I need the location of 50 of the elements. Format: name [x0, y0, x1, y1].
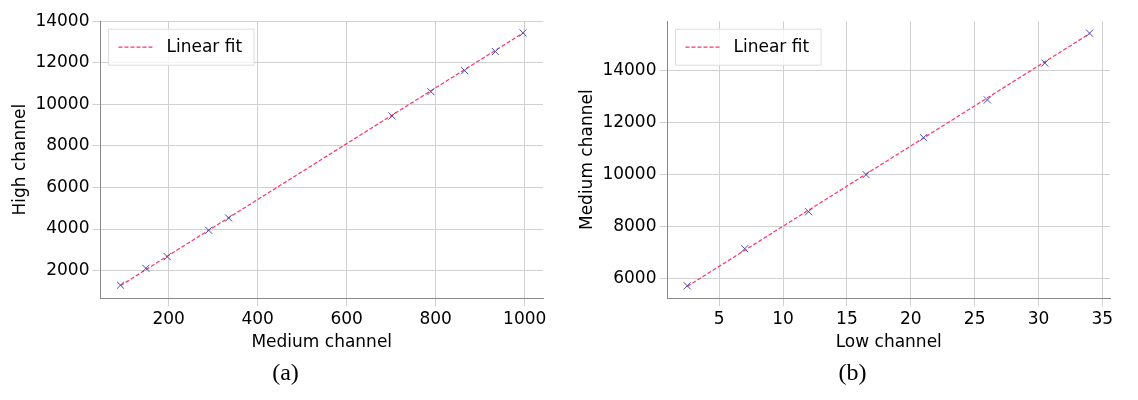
y-tick-label: 8000	[46, 134, 90, 155]
x-tick-label: 25	[963, 307, 986, 328]
x-tick-label: 200	[152, 307, 185, 328]
y-tick-label: 10000	[602, 163, 657, 184]
x-tick-label: 35	[1091, 307, 1114, 328]
x-axis-title: Medium channel	[251, 331, 393, 352]
legend-label: Linear fit	[733, 35, 810, 56]
text: (b)	[837, 359, 868, 386]
y-tick-label: 12000	[35, 51, 90, 72]
y-tick-label: 10000	[35, 92, 90, 113]
point	[388, 111, 397, 121]
point	[163, 252, 172, 261]
point	[204, 226, 213, 235]
x-axis-title: Low channel	[835, 331, 942, 352]
x-tick-label: 600	[330, 307, 363, 328]
point	[141, 264, 150, 273]
x-tick-label: 400	[241, 307, 274, 328]
legend-label: Linear fit	[166, 35, 243, 56]
x-tick-label: 800	[419, 307, 452, 328]
point	[460, 66, 469, 75]
y-tick-label: 14000	[602, 59, 657, 80]
point	[491, 47, 500, 56]
y-tick-label: 8000	[613, 215, 657, 235]
x-tick-label: 10	[772, 307, 794, 328]
y-tick-label: 4000	[46, 217, 90, 238]
x-tick-label: 15	[836, 307, 858, 328]
y-axis-title: Medium channel	[575, 89, 596, 231]
point	[1040, 59, 1049, 68]
x-tick-label: 30	[1027, 307, 1050, 328]
y-tick-label: 12000	[602, 111, 657, 132]
y-tick-label: 2000	[46, 259, 90, 280]
y-tick-label: 14000	[35, 9, 90, 30]
point	[518, 28, 527, 37]
point	[983, 95, 992, 105]
text: (a)	[271, 359, 300, 386]
y-axis-title: High channel	[8, 103, 29, 216]
point	[426, 87, 435, 96]
y-tick-label: 6000	[613, 266, 657, 287]
x-tick-label: 1000	[503, 307, 547, 328]
point	[862, 170, 871, 179]
point	[1085, 29, 1094, 38]
x-tick-label: 5	[713, 307, 725, 328]
point	[683, 281, 692, 290]
point	[224, 213, 233, 223]
point	[116, 281, 125, 290]
y-tick-label: 6000	[46, 175, 90, 196]
point	[740, 244, 749, 253]
point	[919, 133, 928, 142]
point	[804, 207, 813, 216]
x-tick-label: 20	[899, 307, 922, 328]
